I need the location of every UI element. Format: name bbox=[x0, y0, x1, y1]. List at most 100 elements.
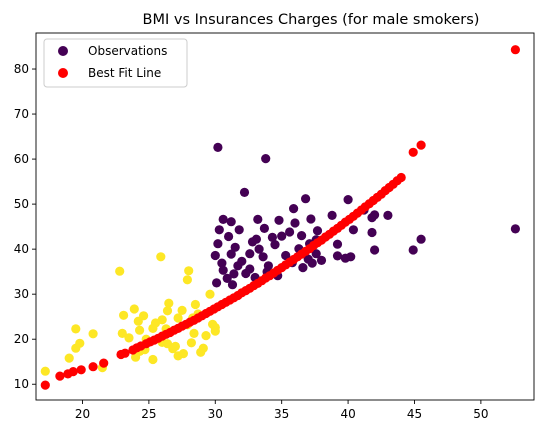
data-point-low-8 bbox=[119, 310, 129, 320]
data-point-high-8 bbox=[218, 214, 228, 224]
y-tick-label-10: 10 bbox=[14, 377, 29, 391]
x-tick-label-25: 25 bbox=[141, 407, 156, 421]
data-point-high-36 bbox=[510, 224, 520, 234]
fit-point-fit-5 bbox=[88, 362, 98, 372]
data-point-high-40 bbox=[258, 252, 268, 262]
data-point-high-5 bbox=[343, 195, 353, 205]
data-point-low-13 bbox=[139, 311, 149, 321]
x-tick-label-50: 50 bbox=[473, 407, 488, 421]
data-point-low-9 bbox=[117, 328, 127, 338]
data-point-high-64 bbox=[267, 232, 277, 242]
data-point-low-36 bbox=[198, 343, 208, 353]
data-point-high-68 bbox=[237, 256, 247, 266]
data-point-high-16 bbox=[214, 225, 224, 235]
data-point-high-17 bbox=[234, 225, 244, 235]
data-point-high-29 bbox=[254, 244, 264, 254]
data-point-high-51 bbox=[218, 265, 228, 275]
series-high bbox=[210, 142, 520, 290]
fit-point-fit-76 bbox=[396, 172, 406, 183]
data-point-low-16 bbox=[156, 252, 166, 262]
data-point-high-2 bbox=[239, 187, 250, 197]
data-point-high-9 bbox=[226, 217, 236, 227]
points-layer bbox=[40, 45, 520, 390]
data-point-high-65 bbox=[247, 237, 258, 247]
data-point-high-52 bbox=[229, 269, 239, 279]
data-point-high-57 bbox=[227, 280, 238, 290]
data-point-high-67 bbox=[340, 253, 350, 263]
data-point-high-27 bbox=[213, 239, 223, 249]
data-point-high-24 bbox=[277, 231, 287, 241]
data-point-high-1 bbox=[261, 154, 271, 164]
fit-point-fit-0 bbox=[40, 380, 50, 390]
y-tick-label-80: 80 bbox=[14, 62, 29, 76]
fit-point-fit-4 bbox=[76, 365, 86, 375]
data-point-high-28 bbox=[230, 242, 240, 252]
data-point-high-63 bbox=[297, 231, 307, 241]
fit-point-fit-79 bbox=[510, 45, 520, 55]
data-point-low-39 bbox=[189, 328, 199, 338]
plot-frame bbox=[35, 32, 535, 401]
data-point-high-33 bbox=[370, 245, 380, 255]
data-point-low-19 bbox=[164, 298, 174, 308]
y-tick-label-70: 70 bbox=[14, 107, 29, 121]
fit-point-fit-77 bbox=[408, 147, 418, 157]
y-tick-label-50: 50 bbox=[14, 197, 29, 211]
data-point-high-41 bbox=[281, 250, 291, 261]
data-point-low-21 bbox=[177, 305, 187, 315]
data-point-high-61 bbox=[316, 255, 327, 265]
data-point-high-4 bbox=[289, 204, 299, 214]
data-point-low-0 bbox=[40, 366, 50, 376]
legend-label-best-fit-line: Best Fit Line bbox=[88, 66, 161, 80]
legend-label-observations: Observations bbox=[88, 44, 167, 58]
data-point-high-18 bbox=[259, 223, 269, 233]
data-point-high-50 bbox=[307, 258, 317, 268]
data-point-high-20 bbox=[312, 226, 323, 236]
data-point-high-15 bbox=[383, 210, 393, 220]
data-point-low-33 bbox=[178, 349, 188, 359]
data-point-low-18 bbox=[162, 306, 173, 316]
data-point-high-43 bbox=[311, 249, 321, 259]
x-tick-label-35: 35 bbox=[274, 407, 289, 421]
data-point-high-26 bbox=[367, 227, 377, 238]
data-point-high-34 bbox=[408, 245, 418, 255]
data-point-low-42 bbox=[150, 318, 161, 328]
chart-title: BMI vs Insurances Charges (for male smok… bbox=[143, 12, 480, 28]
fit-point-fit-6 bbox=[99, 358, 109, 368]
x-tick-label-40: 40 bbox=[340, 407, 355, 421]
data-point-high-62 bbox=[285, 227, 295, 237]
data-point-high-21 bbox=[348, 225, 358, 235]
y-tick-label-40: 40 bbox=[14, 242, 29, 256]
data-point-high-22 bbox=[224, 231, 234, 242]
data-point-low-5 bbox=[88, 329, 98, 339]
y-tick-label-60: 60 bbox=[14, 152, 29, 166]
x-tick-label-45: 45 bbox=[407, 407, 422, 421]
legend-box bbox=[43, 38, 188, 88]
series-low bbox=[40, 252, 220, 376]
data-point-high-39 bbox=[245, 249, 255, 259]
data-point-low-49 bbox=[124, 333, 134, 343]
data-point-low-7 bbox=[115, 266, 125, 276]
data-point-low-34 bbox=[186, 338, 196, 348]
data-point-low-4 bbox=[75, 338, 85, 348]
data-point-high-30 bbox=[270, 240, 280, 250]
data-point-low-48 bbox=[210, 326, 220, 336]
x-tick-label-30: 30 bbox=[208, 407, 223, 421]
data-point-high-10 bbox=[253, 214, 263, 224]
data-point-high-0 bbox=[213, 142, 223, 152]
data-point-high-12 bbox=[306, 214, 316, 224]
data-point-high-54 bbox=[222, 273, 232, 283]
axes-ticks: 20 25 30 35 40 45 50 10 20 30 40 50 60 70 80 bbox=[14, 62, 489, 421]
data-point-high-58 bbox=[241, 268, 251, 279]
data-point-high-56 bbox=[212, 278, 222, 288]
data-point-high-32 bbox=[332, 239, 343, 249]
data-point-low-12 bbox=[135, 325, 145, 335]
data-point-low-27 bbox=[131, 352, 141, 362]
data-point-low-46 bbox=[190, 299, 200, 310]
data-point-high-37 bbox=[210, 250, 220, 261]
data-point-low-1 bbox=[64, 353, 74, 363]
data-point-low-47 bbox=[205, 289, 215, 299]
y-tick-label-30: 30 bbox=[14, 287, 29, 301]
data-point-low-45 bbox=[170, 341, 180, 351]
fit-point-fit-78 bbox=[416, 140, 426, 150]
data-point-high-69 bbox=[298, 263, 308, 273]
